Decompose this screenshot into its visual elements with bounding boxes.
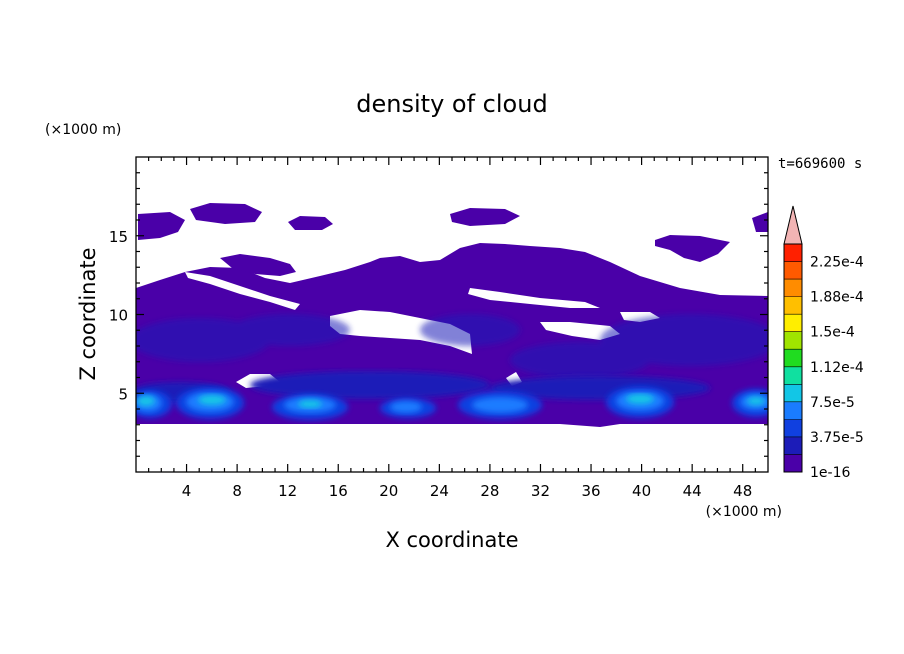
x-tick-label: 4 <box>182 482 192 500</box>
x-tick-label: 44 <box>683 482 702 500</box>
contour-field <box>136 203 768 427</box>
axis-ticks <box>136 157 768 472</box>
colorbar-bin <box>784 279 802 297</box>
colorbar-bin <box>784 454 802 473</box>
colorbar-label: 1.5e-4 <box>810 325 855 341</box>
colorbar-label: 2.25e-4 <box>810 255 864 271</box>
cloud-patch-7 <box>220 254 296 276</box>
colorbar-bin <box>784 419 802 438</box>
x-axis-label: X coordinate <box>385 528 518 552</box>
colorbar-bin <box>784 349 802 368</box>
cloud-gap-4 <box>540 322 620 340</box>
colorbar-bin <box>784 261 802 280</box>
y-tick-label: 10 <box>109 307 128 325</box>
x-tick-label: 48 <box>733 482 752 500</box>
colorbar-bin <box>784 384 802 403</box>
x-tick-label: 24 <box>430 482 449 500</box>
y-tick-labels: 5 10 15 <box>109 228 128 404</box>
cloud-patch-4 <box>450 208 520 226</box>
y-tick-label: 5 <box>118 385 128 403</box>
colorbar-bin <box>784 296 802 315</box>
colorbar-label: 7.5e-5 <box>810 395 855 411</box>
core-level-cyan <box>137 394 765 408</box>
x-tick-label: 32 <box>531 482 550 500</box>
colorbar-extend-max <box>783 205 803 245</box>
x-tick-label: 36 <box>581 482 600 500</box>
colorbar-bin <box>784 366 802 385</box>
cloud-patch-1 <box>138 212 185 240</box>
x-tick-label: 12 <box>278 482 297 500</box>
colorbar-label: 1e-16 <box>810 465 850 481</box>
x-unit-label: (×1000 m) <box>706 504 782 520</box>
colorbar-label: 3.75e-5 <box>810 430 864 446</box>
x-tick-label: 16 <box>329 482 348 500</box>
x-tick-labels: 4 8 12 16 20 24 28 32 36 40 44 48 <box>182 482 752 500</box>
y-axis-label: Z coordinate <box>76 247 100 380</box>
cloud-gap-8 <box>402 320 420 330</box>
y-tick-label: 15 <box>109 228 128 246</box>
time-label: t=669600 s <box>778 156 862 172</box>
y-unit-label: (×1000 m) <box>45 122 121 138</box>
cloud-patch-6 <box>752 212 768 232</box>
colorbar-label: 1.12e-4 <box>810 360 864 376</box>
cloud-patch-2 <box>190 203 262 224</box>
cloud-patch-5 <box>655 235 730 262</box>
colorbar-bin <box>784 314 802 332</box>
cloud-patch-3 <box>288 216 333 230</box>
cloud-gap-3 <box>330 310 472 354</box>
colorbar-bin <box>784 401 802 420</box>
band-level-2 <box>136 314 768 378</box>
colorbar-frame <box>783 243 803 473</box>
x-tick-label: 28 <box>480 482 499 500</box>
colorbar-label: 1.88e-4 <box>810 290 864 306</box>
colorbar: 1e-16 3.75e-5 7.5e-5 1.12e-4 1.5e-4 1.88e-4 2.… <box>783 205 864 481</box>
x-tick-label: 20 <box>379 482 398 500</box>
colorbar-bin <box>784 244 802 262</box>
colorbar-bin <box>784 331 802 350</box>
chart-title: density of cloud <box>356 90 547 118</box>
x-tick-label: 8 <box>232 482 242 500</box>
cloud-gap-2 <box>468 288 600 308</box>
x-tick-label: 40 <box>632 482 651 500</box>
cloud-gap-1 <box>185 272 300 310</box>
colorbar-bin <box>784 436 802 455</box>
